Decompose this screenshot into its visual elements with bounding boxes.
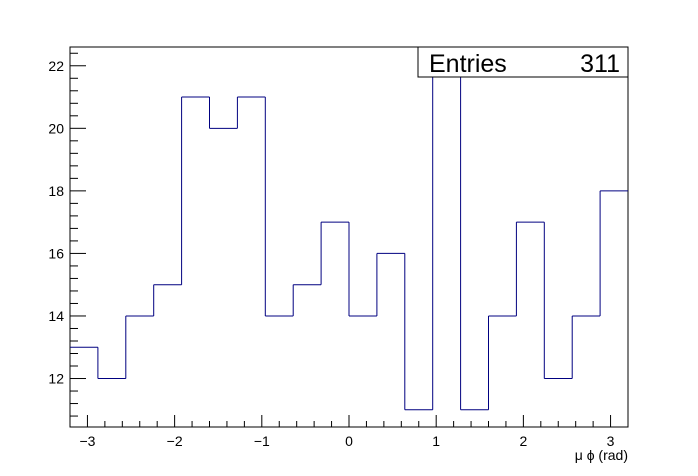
x-tick-label: −3 [79,433,95,449]
x-tick-label: −2 [167,433,183,449]
y-tick-label: 20 [48,120,64,136]
x-axis-title: μ ϕ (rad) [575,447,628,463]
y-tick-label: 12 [48,371,64,387]
x-tick-label: −1 [254,433,270,449]
stats-entries-value: 311 [580,50,620,78]
x-tick-label: 1 [432,433,440,449]
x-tick-label: 2 [519,433,527,449]
x-tick-label: 3 [607,433,615,449]
y-tick-label: 22 [48,58,64,74]
stats-entries-label: Entries [429,50,507,78]
y-tick-label: 16 [48,245,64,261]
y-tick-label: 14 [48,308,64,324]
stats-box-frame [417,46,629,78]
stats-box: Entries 311 [417,46,629,78]
y-tick-label: 18 [48,183,64,199]
x-tick-label: 0 [345,433,353,449]
